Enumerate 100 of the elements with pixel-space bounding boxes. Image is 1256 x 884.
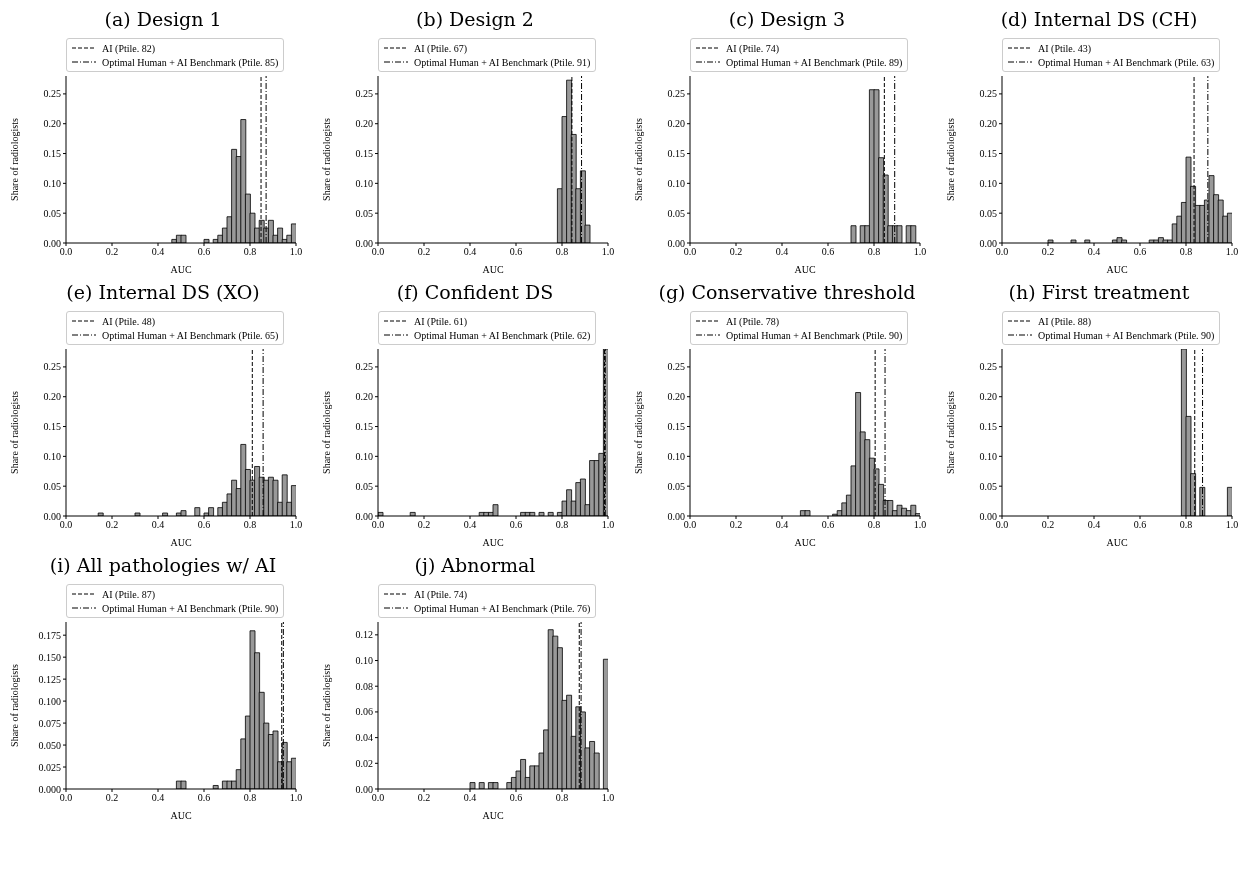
x-tick-label: 0.0 xyxy=(683,246,697,258)
y-tick-label: 0.05 xyxy=(355,480,373,492)
chart-title: (h) First treatment xyxy=(1007,281,1191,305)
x-tick-label: 0.8 xyxy=(555,792,569,804)
chart-title: (f) Confident DS xyxy=(395,281,555,305)
y-tick-label: 0.20 xyxy=(979,391,997,403)
x-tick-label: 0.0 xyxy=(995,519,1009,531)
x-tick-label: 0.6 xyxy=(509,246,523,258)
x-tick-label: 0.0 xyxy=(371,246,385,258)
x-tick-label: 0.4 xyxy=(1087,246,1101,258)
x-tick-label: 0.2 xyxy=(105,246,119,258)
y-tick-label: 0.15 xyxy=(667,421,685,433)
y-tick-label: 0.10 xyxy=(979,450,997,462)
x-tick-label: 1.0 xyxy=(913,519,927,531)
x-tick-label: 0.6 xyxy=(821,519,835,531)
legend-label: AI (Ptile. 74) xyxy=(414,588,468,600)
x-tick-label: 0.4 xyxy=(1087,519,1101,531)
x-tick-label: 0.8 xyxy=(867,519,881,531)
legend-label: AI (Ptile. 88) xyxy=(1038,315,1092,327)
x-tick-label: 0.8 xyxy=(1179,246,1193,258)
y-tick-label: 0.10 xyxy=(43,450,61,462)
y-tick-label: 0.10 xyxy=(355,450,373,462)
y-axis-title: Share of radiologists xyxy=(320,391,332,474)
y-tick-label: 0.20 xyxy=(667,118,685,130)
legend-label: Optimal Human + AI Benchmark (Ptile. 90) xyxy=(102,602,279,614)
x-tick-label: 0.2 xyxy=(417,792,431,804)
x-tick-label: 1.0 xyxy=(601,246,615,258)
x-tick-label: 1.0 xyxy=(289,246,303,258)
y-tick-label: 0.10 xyxy=(355,655,373,667)
legend-label: Optimal Human + AI Benchmark (Ptile. 63) xyxy=(1038,56,1215,68)
y-tick-label: 0.05 xyxy=(667,207,685,219)
y-axis-title: Share of radiologists xyxy=(320,664,332,747)
y-tick-label: 0.025 xyxy=(38,761,61,773)
x-tick-label: 0.2 xyxy=(1041,246,1055,258)
y-tick-label: 0.05 xyxy=(667,480,685,492)
x-tick-label: 0.2 xyxy=(417,246,431,258)
y-tick-label: 0.08 xyxy=(355,680,373,692)
legend-label: AI (Ptile. 78) xyxy=(726,315,780,327)
x-tick-label: 0.2 xyxy=(729,246,743,258)
y-tick-label: 0.25 xyxy=(667,88,685,100)
x-axis-title: AUC xyxy=(170,537,192,548)
x-tick-label: 0.6 xyxy=(509,792,523,804)
y-tick-label: 0.15 xyxy=(43,421,61,433)
y-tick-label: 0.10 xyxy=(43,177,61,189)
chart-title: (g) Conservative threshold xyxy=(657,281,917,305)
x-axis-title: AUC xyxy=(1106,264,1128,275)
y-tick-label: 0.25 xyxy=(43,88,61,100)
y-tick-label: 0.04 xyxy=(355,732,373,744)
y-tick-label: 0.125 xyxy=(38,673,61,685)
y-tick-label: 0.075 xyxy=(38,717,61,729)
y-tick-label: 0.100 xyxy=(38,695,61,707)
legend-label: Optimal Human + AI Benchmark (Ptile. 62) xyxy=(414,329,591,341)
x-axis-title: AUC xyxy=(482,537,504,548)
legend-label: Optimal Human + AI Benchmark (Ptile. 89) xyxy=(726,56,903,68)
y-tick-label: 0.05 xyxy=(43,480,61,492)
x-tick-label: 0.8 xyxy=(243,246,257,258)
y-axis-title: Share of radiologists xyxy=(8,118,20,201)
x-axis-title: AUC xyxy=(794,264,816,275)
chart-title: (b) Design 2 xyxy=(415,8,535,32)
x-tick-label: 0.0 xyxy=(59,519,73,531)
y-tick-label: 0.175 xyxy=(38,629,61,641)
x-tick-label: 1.0 xyxy=(1225,519,1239,531)
x-tick-label: 0.6 xyxy=(197,246,211,258)
y-tick-label: 0.00 xyxy=(43,510,61,522)
x-tick-label: 1.0 xyxy=(1225,246,1239,258)
y-tick-label: 0.00 xyxy=(667,510,685,522)
y-tick-label: 0.20 xyxy=(667,391,685,403)
y-tick-label: 0.050 xyxy=(38,739,61,751)
x-tick-label: 1.0 xyxy=(601,792,615,804)
chart-title: (j) Abnormal xyxy=(413,554,537,578)
x-axis-title: AUC xyxy=(1106,537,1128,548)
x-tick-label: 0.4 xyxy=(151,519,165,531)
chart-title: (c) Design 3 xyxy=(727,8,847,32)
y-tick-label: 0.05 xyxy=(43,207,61,219)
y-tick-label: 0.25 xyxy=(355,361,373,373)
x-tick-label: 0.6 xyxy=(1133,519,1147,531)
y-tick-label: 0.12 xyxy=(355,629,373,641)
x-tick-label: 0.0 xyxy=(683,519,697,531)
x-tick-label: 1.0 xyxy=(289,519,303,531)
x-tick-label: 0.6 xyxy=(197,792,211,804)
x-tick-label: 0.8 xyxy=(1179,519,1193,531)
y-axis-title: Share of radiologists xyxy=(8,664,20,747)
chart-title: (d) Internal DS (CH) xyxy=(999,8,1199,32)
x-tick-label: 0.2 xyxy=(729,519,743,531)
x-axis-title: AUC xyxy=(170,264,192,275)
y-tick-label: 0.15 xyxy=(979,421,997,433)
legend-label: Optimal Human + AI Benchmark (Ptile. 85) xyxy=(102,56,279,68)
y-tick-label: 0.00 xyxy=(355,783,373,795)
x-tick-label: 0.0 xyxy=(371,519,385,531)
x-tick-label: 0.0 xyxy=(995,246,1009,258)
y-tick-label: 0.00 xyxy=(355,237,373,249)
y-tick-label: 0.15 xyxy=(979,148,997,160)
legend-label: Optimal Human + AI Benchmark (Ptile. 65) xyxy=(102,329,279,341)
x-tick-label: 0.0 xyxy=(59,246,73,258)
y-tick-label: 0.15 xyxy=(355,421,373,433)
y-tick-label: 0.150 xyxy=(38,651,61,663)
y-tick-label: 0.20 xyxy=(979,118,997,130)
x-tick-label: 0.6 xyxy=(821,246,835,258)
x-axis-title: AUC xyxy=(482,264,504,275)
y-tick-label: 0.00 xyxy=(979,510,997,522)
